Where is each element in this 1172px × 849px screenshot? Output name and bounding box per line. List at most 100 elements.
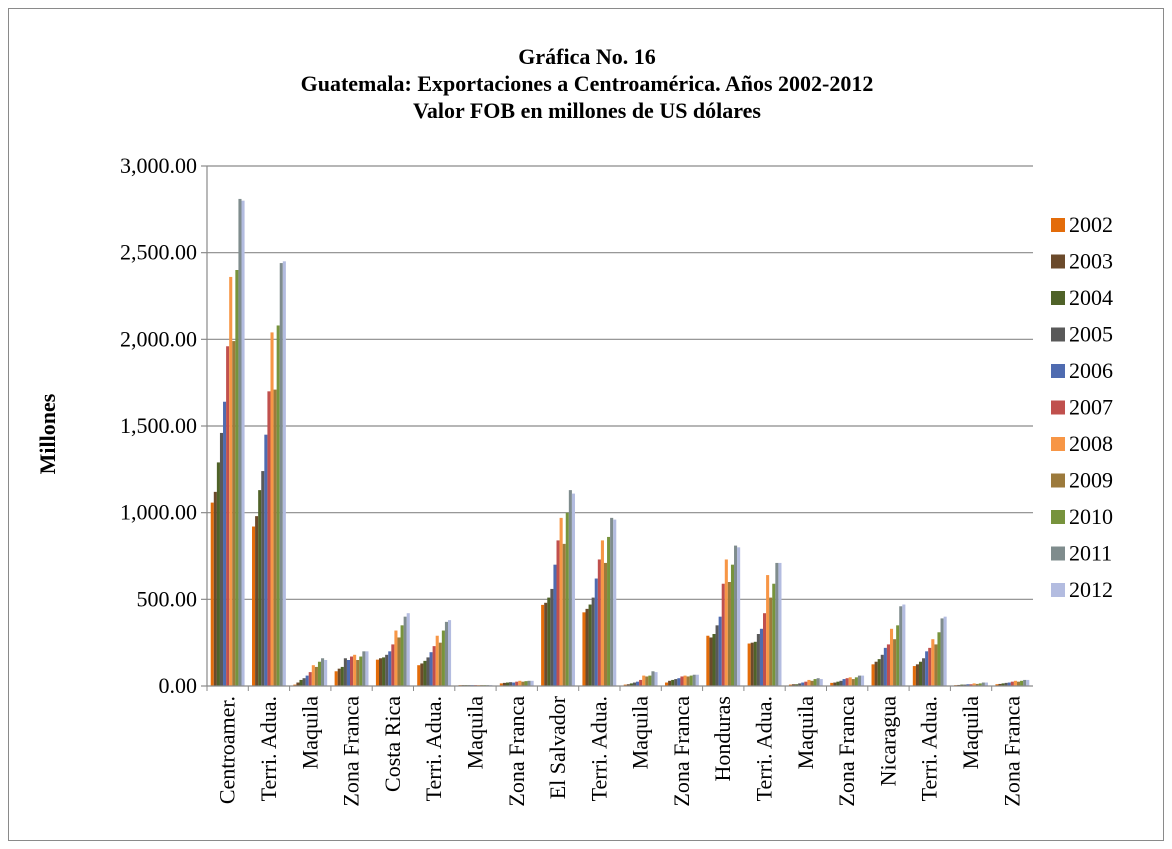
bar-2012-11 bbox=[695, 674, 699, 686]
bar-2002-13 bbox=[747, 643, 751, 686]
bar-2009-19 bbox=[1016, 681, 1021, 686]
bar-2010-14 bbox=[813, 679, 817, 686]
bar-2007-8 bbox=[556, 540, 560, 686]
bar-2003-2 bbox=[296, 682, 300, 686]
bar-2005-14 bbox=[798, 683, 802, 686]
y-tick-label: 2,000.00 bbox=[120, 326, 197, 351]
y-tick-label: 0.00 bbox=[159, 673, 198, 698]
bar-2007-17 bbox=[928, 647, 932, 686]
legend-label-2006: 2006 bbox=[1069, 358, 1113, 383]
bar-2006-11 bbox=[677, 678, 681, 686]
x-tick-label: Zona Franca bbox=[504, 696, 529, 807]
bar-2006-18 bbox=[966, 684, 970, 686]
bar-2011-1 bbox=[279, 263, 283, 686]
bar-2004-13 bbox=[753, 641, 757, 686]
title-line-1: Gráfica No. 16 bbox=[518, 44, 655, 69]
bar-2012-3 bbox=[365, 651, 369, 686]
x-tick-label: Centroamer. bbox=[215, 696, 240, 804]
x-tick-label: Nicaragua bbox=[875, 696, 900, 787]
bar-2007-11 bbox=[680, 676, 684, 686]
bar-2008-4 bbox=[394, 630, 398, 686]
bar-2010-2 bbox=[317, 661, 322, 686]
bar-2010-4 bbox=[400, 625, 404, 686]
bar-2008-12 bbox=[724, 559, 728, 686]
bar-2004-16 bbox=[877, 659, 881, 686]
bar-2008-10 bbox=[642, 675, 646, 686]
y-axis-label: Millones bbox=[35, 393, 60, 474]
bar-2005-4 bbox=[385, 654, 389, 686]
bar-2002-0 bbox=[210, 502, 214, 686]
bar-2009-1 bbox=[273, 389, 277, 686]
x-tick-label: Zona Franca bbox=[999, 696, 1024, 807]
x-tick-label: Honduras bbox=[710, 696, 735, 782]
bar-2006-12 bbox=[718, 616, 722, 686]
bar-2003-9 bbox=[585, 608, 589, 686]
bar-2006-2 bbox=[305, 675, 309, 686]
bar-2005-5 bbox=[426, 657, 430, 686]
bar-2004-15 bbox=[836, 681, 840, 686]
bar-2009-17 bbox=[934, 644, 938, 686]
bar-2005-2 bbox=[302, 678, 306, 686]
bar-2008-0 bbox=[229, 276, 233, 686]
bar-2010-11 bbox=[689, 675, 693, 686]
bar-2009-16 bbox=[893, 639, 897, 686]
bar-2002-3 bbox=[334, 671, 338, 686]
bar-2004-1 bbox=[258, 490, 262, 686]
legend-label-2009: 2009 bbox=[1069, 468, 1113, 493]
bar-2004-5 bbox=[423, 660, 427, 686]
legend-swatch-2004 bbox=[1051, 291, 1065, 305]
bar-2002-15 bbox=[830, 682, 834, 686]
x-tick-label: Maquila bbox=[958, 696, 983, 770]
bar-2004-4 bbox=[382, 657, 386, 686]
bar-2002-7 bbox=[499, 683, 503, 686]
bar-2012-9 bbox=[613, 519, 617, 686]
bar-2005-10 bbox=[632, 682, 637, 686]
bar-2008-2 bbox=[311, 665, 315, 686]
legend-swatch-2006 bbox=[1051, 364, 1065, 378]
x-tick-label: Maquila bbox=[628, 696, 653, 770]
bar-2004-17 bbox=[918, 661, 923, 686]
bar-2007-16 bbox=[886, 644, 890, 686]
bar-2005-7 bbox=[509, 682, 513, 686]
x-tick-label: Zona Franca bbox=[339, 696, 364, 807]
bar-2008-18 bbox=[972, 683, 976, 686]
bar-2007-14 bbox=[804, 681, 808, 686]
bar-2011-7 bbox=[527, 680, 531, 686]
bar-2008-3 bbox=[353, 654, 357, 686]
bar-2011-18 bbox=[981, 682, 985, 686]
bar-2008-17 bbox=[931, 639, 935, 686]
bar-2002-11 bbox=[665, 682, 669, 686]
bar-2009-15 bbox=[851, 679, 855, 686]
bar-2009-8 bbox=[562, 543, 566, 686]
bar-2009-4 bbox=[397, 637, 401, 686]
bar-2011-19 bbox=[1023, 679, 1027, 686]
legend-swatch-2009 bbox=[1051, 473, 1065, 488]
legend-label-2007: 2007 bbox=[1069, 395, 1113, 420]
x-tick-label: Terri. Adua. bbox=[752, 696, 777, 801]
bar-2004-9 bbox=[588, 604, 592, 686]
x-tick-label: El Salvador bbox=[545, 695, 570, 799]
bar-2005-3 bbox=[343, 658, 347, 686]
bar-2002-4 bbox=[375, 659, 379, 686]
bar-2012-17 bbox=[943, 616, 947, 686]
chart-title: Gráfica No. 16 Guatemala: Exportaciones … bbox=[301, 44, 874, 123]
bar-2002-9 bbox=[582, 612, 586, 686]
bar-2002-1 bbox=[252, 526, 256, 686]
bar-2003-17 bbox=[915, 664, 919, 686]
bar-2003-4 bbox=[379, 658, 383, 686]
bar-2003-3 bbox=[337, 668, 341, 686]
bar-2007-3 bbox=[350, 656, 354, 686]
bar-2012-12 bbox=[737, 547, 741, 686]
bar-2012-10 bbox=[654, 672, 658, 686]
bar-2007-19 bbox=[1010, 681, 1014, 686]
bar-2005-11 bbox=[674, 679, 678, 686]
bar-2011-12 bbox=[734, 545, 738, 686]
bar-2005-1 bbox=[261, 471, 265, 686]
bar-2006-13 bbox=[759, 628, 764, 686]
legend-label-2012: 2012 bbox=[1069, 577, 1113, 602]
bar-2010-0 bbox=[235, 270, 239, 686]
bar-2002-2 bbox=[293, 684, 297, 686]
legend-swatch-2007 bbox=[1051, 400, 1065, 415]
bar-2010-10 bbox=[648, 675, 652, 686]
bar-2002-17 bbox=[912, 666, 916, 686]
